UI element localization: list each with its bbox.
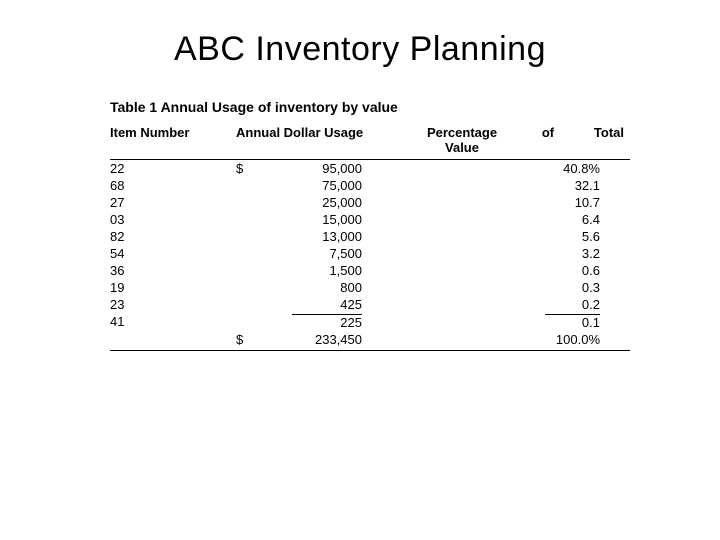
- table-head: Item Number Annual Dollar Usage Percenta…: [110, 121, 630, 160]
- table-row: 27 25,000 10.7: [110, 194, 630, 211]
- cell-currency: $: [236, 160, 256, 178]
- cell-pct: 0.2: [402, 296, 630, 313]
- inventory-table: Item Number Annual Dollar Usage Percenta…: [110, 121, 630, 351]
- cell-pct: 0.1: [402, 313, 630, 331]
- page-title: ABC Inventory Planning: [40, 30, 680, 69]
- table-row: 03 15,000 6.4: [110, 211, 630, 228]
- table-row: 68 75,000 32.1: [110, 177, 630, 194]
- table-row: 19 800 0.3: [110, 279, 630, 296]
- table-body: 22 $ 95,000 40.8% 68 75,000 32.1 27 25,0…: [110, 160, 630, 351]
- table-header-row: Item Number Annual Dollar Usage Percenta…: [110, 121, 630, 160]
- cell-pct-value: 0.1: [545, 314, 600, 330]
- cell-pct: 32.1: [402, 177, 630, 194]
- cell-amount: 13,000: [256, 228, 402, 245]
- inventory-table-wrap: Table 1 Annual Usage of inventory by val…: [110, 99, 630, 351]
- col-annual-dollar-usage: Annual Dollar Usage: [236, 121, 402, 160]
- cell-currency: [236, 296, 256, 313]
- cell-currency: [236, 194, 256, 211]
- col-total: Total: [574, 121, 630, 160]
- cell-item: 36: [110, 262, 236, 279]
- table-row: 22 $ 95,000 40.8%: [110, 160, 630, 178]
- cell-currency: [236, 313, 256, 331]
- table-row: 41 225 0.1: [110, 313, 630, 331]
- cell-amount: 75,000: [256, 177, 402, 194]
- cell-currency: [236, 211, 256, 228]
- cell-currency: [236, 279, 256, 296]
- cell-pct: 40.8%: [402, 160, 630, 178]
- col-percentage-label: Percentage: [427, 125, 497, 140]
- cell-item: 54: [110, 245, 236, 262]
- table-row: 82 13,000 5.6: [110, 228, 630, 245]
- cell-total-amount: 233,450: [256, 331, 402, 351]
- table-row: 36 1,500 0.6: [110, 262, 630, 279]
- cell-item: 03: [110, 211, 236, 228]
- cell-currency: [236, 177, 256, 194]
- cell-amount: 425: [256, 296, 402, 313]
- cell-currency: [236, 228, 256, 245]
- cell-currency: [236, 262, 256, 279]
- cell-pct: 0.6: [402, 262, 630, 279]
- table-total-row: $ 233,450 100.0%: [110, 331, 630, 351]
- cell-item: 41: [110, 313, 236, 331]
- cell-item: 68: [110, 177, 236, 194]
- cell-item: [110, 331, 236, 351]
- cell-pct: 5.6: [402, 228, 630, 245]
- col-of: of: [528, 121, 574, 160]
- cell-amount: 95,000: [256, 160, 402, 178]
- cell-amount: 225: [256, 313, 402, 331]
- cell-pct: 0.3: [402, 279, 630, 296]
- cell-item: 27: [110, 194, 236, 211]
- cell-currency: [236, 245, 256, 262]
- cell-amount: 7,500: [256, 245, 402, 262]
- col-percentage: Percentage Value: [402, 121, 528, 160]
- cell-item: 23: [110, 296, 236, 313]
- table-row: 23 425 0.2: [110, 296, 630, 313]
- slide: ABC Inventory Planning Table 1 Annual Us…: [0, 0, 720, 540]
- cell-pct: 10.7: [402, 194, 630, 211]
- cell-amount: 800: [256, 279, 402, 296]
- cell-currency: $: [236, 331, 256, 351]
- cell-pct: 6.4: [402, 211, 630, 228]
- cell-amount: 1,500: [256, 262, 402, 279]
- cell-item: 82: [110, 228, 236, 245]
- cell-amount-value: 225: [292, 314, 362, 330]
- cell-item: 22: [110, 160, 236, 178]
- table-caption: Table 1 Annual Usage of inventory by val…: [110, 99, 630, 115]
- cell-amount: 15,000: [256, 211, 402, 228]
- cell-item: 19: [110, 279, 236, 296]
- table-row: 54 7,500 3.2: [110, 245, 630, 262]
- cell-pct: 3.2: [402, 245, 630, 262]
- cell-amount: 25,000: [256, 194, 402, 211]
- cell-total-pct: 100.0%: [402, 331, 630, 351]
- col-value-sublabel: Value: [445, 140, 479, 155]
- col-item-number: Item Number: [110, 121, 236, 160]
